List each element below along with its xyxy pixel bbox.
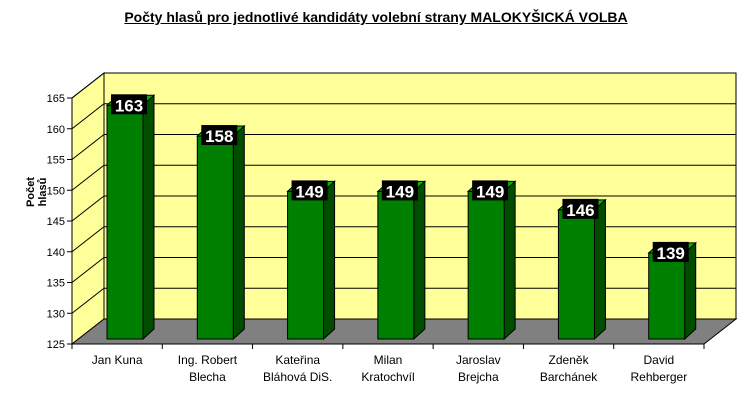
bar [106, 104, 144, 340]
x-tick-label: Barchánek [540, 370, 598, 384]
data-label: 149 [476, 182, 504, 201]
x-tick-label: Ing. Robert [178, 353, 238, 367]
x-tick-label: Zdeněk [549, 353, 590, 367]
data-label-bg [201, 125, 238, 146]
y-tick-label: 160 [47, 124, 65, 136]
chart-title: Počty hlasů pro jednotlivé kandidáty vol… [124, 9, 628, 25]
x-tick-label: Kratochvíl [361, 370, 414, 384]
gridline [71, 134, 736, 160]
y-tick-label: 130 [47, 308, 65, 320]
x-tick-label: Rehberger [631, 370, 688, 384]
x-tick-label: David [644, 353, 675, 367]
y-tick-label: 135 [47, 278, 65, 290]
bar-side [232, 124, 245, 341]
gridline [71, 164, 736, 191]
bar-side [323, 180, 336, 341]
y-tick-label: 125 [47, 339, 65, 351]
bar [377, 190, 415, 340]
data-label-bg [381, 180, 418, 201]
bar-side [503, 180, 516, 341]
gridline [71, 195, 736, 222]
data-label: 149 [295, 182, 323, 201]
data-label: 158 [205, 127, 233, 146]
bar [467, 190, 505, 340]
gridline [71, 103, 736, 130]
y-tick-label: 150 [47, 185, 65, 197]
y-tick-label: 165 [47, 93, 65, 105]
y-tick-label: 140 [47, 247, 65, 259]
bar [648, 252, 686, 340]
x-tick-label: Bláhová DiS. [263, 370, 332, 384]
y-tick-label: 155 [47, 155, 65, 167]
data-label: 149 [386, 182, 414, 201]
x-tick-label: Blecha [189, 370, 226, 384]
y-tick-label: 145 [47, 216, 65, 228]
data-label-bg [291, 180, 328, 201]
x-tick-label: Kateřina [275, 353, 320, 367]
gridline [71, 72, 736, 99]
bar [287, 190, 325, 340]
x-tick-label: Jaroslav [456, 353, 501, 367]
bar-side [593, 198, 606, 341]
data-label-bg [472, 180, 509, 201]
data-label-bg [111, 94, 147, 115]
gridline [71, 226, 736, 253]
gridline [71, 287, 736, 314]
data-label-bg [652, 241, 689, 262]
bar [196, 135, 234, 340]
x-tick-label: Jan Kuna [92, 353, 143, 367]
gridline [71, 257, 736, 283]
data-label: 146 [566, 201, 594, 220]
data-label-bg [562, 198, 599, 219]
bar-side [413, 180, 426, 341]
bar-side [142, 94, 155, 341]
data-label: 163 [115, 96, 143, 115]
bar [557, 209, 595, 340]
x-tick-label: Milan [374, 353, 403, 367]
x-tick-label: Brejcha [458, 370, 499, 384]
data-label: 139 [657, 244, 685, 263]
